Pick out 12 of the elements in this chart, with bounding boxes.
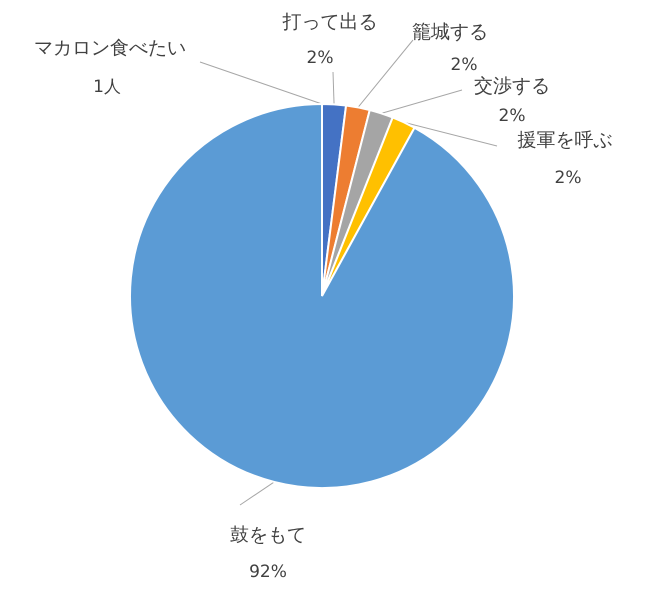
text: 1人 [93, 77, 121, 97]
slice-label: 打って出る [282, 11, 378, 33]
data-label: 92% [249, 562, 287, 582]
slice-label: 交渉する [474, 75, 550, 97]
data-label: 2% [554, 168, 582, 188]
slice-label: 援軍を呼ぶ [518, 129, 612, 151]
slice-label: 籠城する [412, 21, 488, 43]
data-label: 2% [498, 106, 526, 126]
category-label: マカロン食べたい [34, 37, 186, 59]
data-label: 2% [450, 55, 478, 75]
data-label: 2% [306, 48, 334, 68]
slice-label: 鼓をもて [230, 524, 306, 546]
